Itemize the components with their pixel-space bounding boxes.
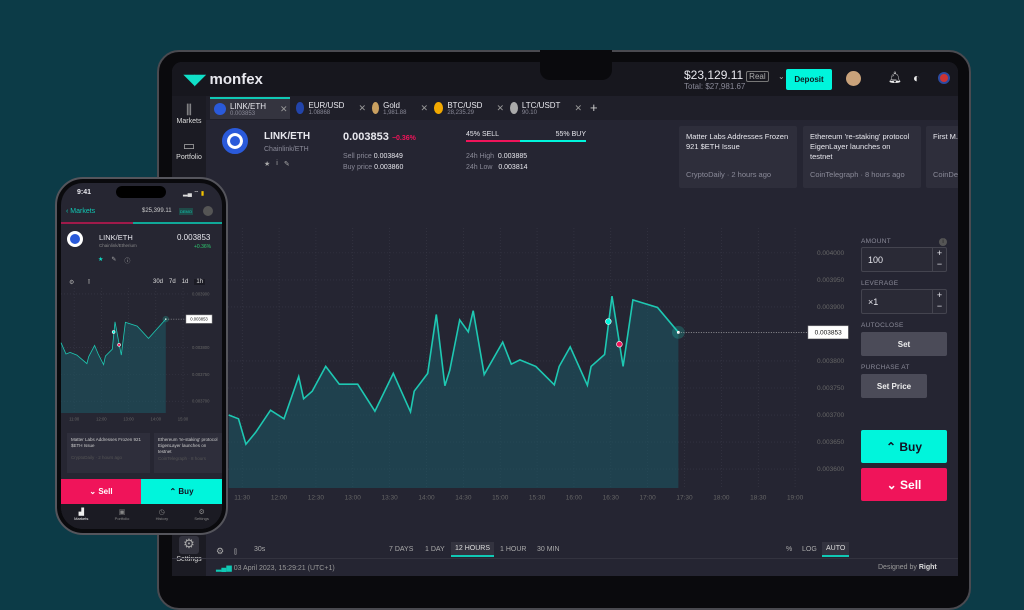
- sell-trade-marker: [617, 341, 623, 347]
- x-tick-label: 17:00: [640, 495, 657, 502]
- nav-label: Settings: [194, 516, 208, 521]
- chart-icon: ▟: [74, 508, 88, 516]
- news-title: Ethereum 're-staking' protocol EigenLaye…: [158, 437, 218, 454]
- wallet-icon: ▣: [115, 508, 130, 516]
- range-30d[interactable]: 30d: [153, 279, 163, 285]
- y-tick-label: 0.003800: [817, 358, 844, 365]
- x-tick-label: 11:30: [234, 495, 250, 502]
- nav-history[interactable]: ◷History: [156, 508, 168, 529]
- clock-icon: ◷: [156, 508, 168, 516]
- news-card[interactable]: Matter Labs Addresses Frozen 921 $ETH Is…: [67, 433, 150, 473]
- x-tick-label: 15:30: [529, 495, 546, 502]
- info-icon[interactable]: ⓘ: [124, 256, 130, 265]
- range-1h[interactable]: 1h: [194, 279, 205, 285]
- current-price-label: 0.003853: [815, 329, 842, 336]
- nav-portfolio[interactable]: ▣Portfolio: [115, 508, 130, 529]
- nav-label: Markets: [74, 516, 88, 521]
- status-time: 9:41: [77, 189, 91, 196]
- sell-label: Sell: [98, 487, 112, 496]
- sentiment-sell-fill: [61, 222, 133, 224]
- y-tick-label: 0.003750: [817, 385, 844, 392]
- dynamic-island: [116, 186, 166, 198]
- link-coin-icon: [67, 231, 83, 247]
- x-tick-label: 16:00: [566, 495, 583, 502]
- buy-trade-marker: [605, 319, 611, 325]
- x-tick-label: 14:30: [455, 495, 472, 502]
- favorite-star-icon[interactable]: ★: [98, 256, 103, 265]
- nav-label: Portfolio: [115, 516, 130, 521]
- x-tick-label: 13:00: [345, 495, 362, 502]
- news-card[interactable]: Ethereum 're-staking' protocol EigenLaye…: [154, 433, 222, 473]
- status-icons: ▂▄ ⌔ ▮: [183, 189, 204, 197]
- y-tick-label: 0.003700: [817, 412, 844, 419]
- profile-icon[interactable]: [203, 206, 213, 216]
- y-tick-label: 0.003950: [817, 277, 844, 284]
- pin-icon[interactable]: ✎: [111, 256, 116, 265]
- x-tick-label: 19:00: [787, 495, 804, 502]
- nav-label: History: [156, 516, 168, 521]
- x-tick-label: 18:00: [713, 495, 730, 502]
- phone-price: 0.003853: [177, 233, 210, 242]
- y-tick-label: 0.003650: [817, 439, 844, 446]
- phone-sell-button[interactable]: ⌄ Sell: [61, 479, 141, 504]
- price-area-fill: [229, 296, 679, 488]
- y-tick-label: 0.003900: [817, 304, 844, 311]
- range-1d[interactable]: 1d: [182, 279, 189, 285]
- phone-instrument-name: Chainlink/Etherium: [99, 243, 137, 248]
- chart-settings-icon[interactable]: ⚙: [69, 279, 74, 286]
- x-tick-label: 16:30: [603, 495, 620, 502]
- x-tick-label: 17:30: [676, 495, 693, 502]
- phone-change: +0.36%: [194, 244, 211, 250]
- mobile-app: 9:41 ▂▄ ⌔ ▮ ‹ Markets $25,399.11 DEMO LI…: [61, 183, 222, 529]
- x-tick-label: 13:30: [381, 495, 398, 502]
- y-tick-label: 0.003600: [817, 466, 844, 473]
- chart-type-icon[interactable]: ⫾: [88, 279, 90, 286]
- phone-symbol: LINK/ETH: [99, 233, 133, 242]
- news-source: CoinTelegraph · 8 hours: [158, 456, 220, 462]
- back-markets-link[interactable]: ‹ Markets: [66, 208, 95, 215]
- demo-badge: DEMO: [179, 208, 193, 215]
- buy-label: Buy: [178, 487, 193, 496]
- back-label: Markets: [70, 208, 95, 215]
- y-tick-label: 0.004000: [817, 250, 844, 257]
- phone-balance: $25,399.11: [142, 208, 172, 214]
- range-7d[interactable]: 7d: [169, 279, 176, 285]
- x-tick-label: 12:00: [271, 495, 288, 502]
- x-tick-label: 12:30: [308, 495, 325, 502]
- news-title: Matter Labs Addresses Frozen 921 $ETH Is…: [71, 437, 141, 448]
- gear-icon: ⚙: [194, 508, 208, 516]
- news-source: CryptoDaily · 2 hours ago: [71, 455, 146, 461]
- x-tick-label: 18:30: [750, 495, 767, 502]
- nav-markets[interactable]: ▟Markets: [74, 508, 88, 529]
- phone-buy-button[interactable]: ⌃ Buy: [141, 479, 222, 504]
- nav-settings[interactable]: ⚙Settings: [194, 508, 208, 529]
- x-tick-label: 15:00: [492, 495, 509, 502]
- x-tick-label: 14:00: [418, 495, 435, 502]
